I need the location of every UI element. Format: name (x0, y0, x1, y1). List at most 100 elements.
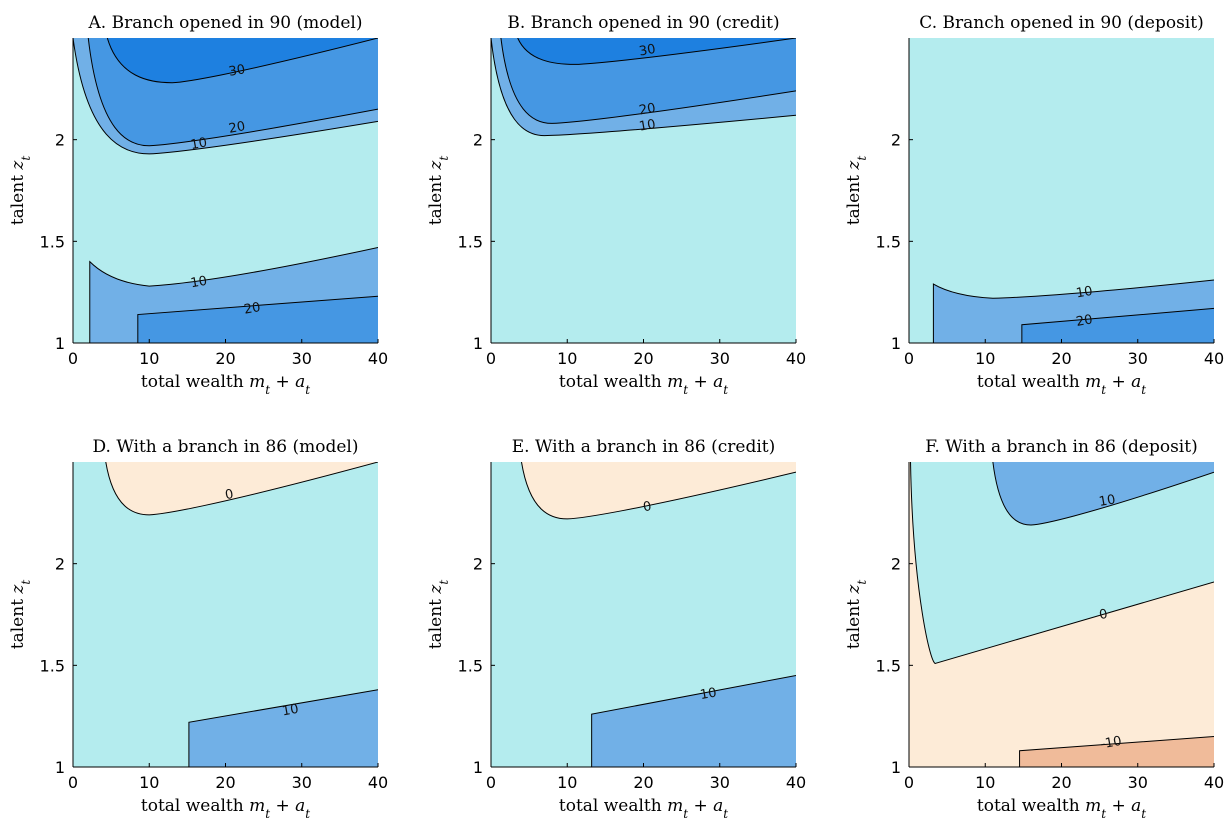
x-tick-label: 30 (1128, 349, 1148, 368)
x-tick-label: 40 (1204, 349, 1224, 368)
y-tick-label: 1 (55, 758, 65, 777)
x-tick-label: 40 (1204, 773, 1224, 792)
y-tick-label: 1.5 (458, 656, 483, 675)
y-tick-label: 2 (473, 555, 483, 574)
x-tick-label: 0 (486, 349, 496, 368)
panel-title: A. Branch opened in 90 (model) (88, 13, 363, 33)
panel-title: B. Branch opened in 90 (credit) (507, 13, 779, 33)
contour-line (500, 38, 796, 124)
y-axis-label: talent zt (8, 580, 33, 650)
y-tick-label: 1 (891, 334, 901, 353)
y-axis-label: talent zt (426, 580, 451, 650)
x-axis-label: total wealth mt + at (141, 372, 310, 397)
y-tick-label: 1.5 (876, 656, 901, 675)
x-tick-label: 0 (904, 773, 914, 792)
x-tick-label: 10 (139, 349, 159, 368)
contour-label: 0 (642, 499, 653, 515)
contour-line (73, 38, 378, 155)
contour-line (1021, 307, 1214, 343)
contour-line (992, 462, 1214, 526)
x-tick-label: 40 (368, 349, 388, 368)
y-tick-label: 1.5 (40, 232, 65, 251)
panel-title: F. With a branch in 86 (deposit) (925, 437, 1197, 457)
y-tick-label: 1.5 (876, 232, 901, 251)
y-axis-label: talent zt (426, 156, 451, 226)
x-tick-label: 20 (633, 773, 653, 792)
contour-line (521, 462, 796, 520)
x-tick-label: 0 (904, 349, 914, 368)
contour-line (137, 295, 378, 343)
contour-region (188, 689, 378, 767)
x-tick-label: 40 (368, 773, 388, 792)
contour-label: 30 (228, 62, 247, 80)
panel-f: 10 0 -10 0 10 20 30 40 1 1.5 2 F. With a branch in … (844, 437, 1224, 821)
contour-region (517, 38, 796, 65)
panel-title: C. Branch opened in 90 (deposit) (919, 13, 1203, 33)
contour-label: 10 (1098, 492, 1117, 510)
contour-line (1019, 736, 1214, 767)
contour-label: 0 (224, 487, 235, 503)
contour-region (105, 462, 378, 515)
x-tick-label: 20 (633, 349, 653, 368)
panel-a: 30 20 10 10 20 0 10 20 30 40 1 1.5 2 A. Branch opened… (8, 13, 388, 397)
x-axis-label: total wealth mt + at (141, 796, 310, 821)
contour-label: 10 (699, 685, 718, 703)
x-tick-label: 0 (68, 773, 78, 792)
contour-region (521, 462, 796, 519)
contour-label: 10 (189, 135, 208, 153)
y-tick-label: 2 (891, 131, 901, 150)
contour-label: 20 (638, 101, 657, 119)
contour-label: 20 (228, 119, 247, 137)
x-tick-label: 40 (786, 773, 806, 792)
y-axis-label: talent zt (8, 156, 33, 226)
y-tick-label: 1 (473, 758, 483, 777)
x-tick-label: 30 (1128, 773, 1148, 792)
contour-region (591, 675, 796, 767)
y-tick-label: 1 (473, 334, 483, 353)
contour-region (1019, 736, 1214, 767)
x-tick-label: 30 (710, 349, 730, 368)
panel-d: 0 10 0 10 20 30 40 1 1.5 2 D. With a branch in 86 … (8, 437, 388, 821)
contour-line (89, 246, 378, 343)
contour-label: 20 (243, 300, 262, 318)
contour-line (591, 675, 796, 767)
contour-label: 30 (638, 42, 657, 60)
contour-region (107, 38, 378, 83)
x-tick-label: 10 (975, 349, 995, 368)
contour-line (491, 38, 796, 137)
contour-region (910, 462, 1214, 664)
x-tick-label: 10 (975, 773, 995, 792)
y-tick-label: 1 (891, 758, 901, 777)
x-axis-label: total wealth mt + at (977, 796, 1146, 821)
contour-line (932, 279, 1214, 343)
y-axis-label: talent zt (844, 156, 869, 226)
contour-label: 10 (638, 117, 657, 135)
y-tick-label: 2 (473, 131, 483, 150)
x-tick-label: 30 (710, 773, 730, 792)
contour-region (992, 462, 1214, 526)
y-axis-label: talent zt (844, 580, 869, 650)
x-tick-label: 0 (68, 349, 78, 368)
panel-title: E. With a branch in 86 (credit) (512, 437, 775, 457)
contour-line (910, 462, 1214, 664)
y-tick-label: 2 (891, 555, 901, 574)
contour-label: 0 (1098, 607, 1109, 623)
y-tick-label: 2 (55, 131, 65, 150)
contour-line (188, 689, 378, 767)
x-tick-label: 30 (292, 349, 312, 368)
x-tick-label: 0 (486, 773, 496, 792)
x-tick-label: 10 (557, 773, 577, 792)
contour-label: -10 (1099, 734, 1123, 752)
y-tick-label: 1.5 (458, 232, 483, 251)
y-tick-label: 1 (55, 334, 65, 353)
contour-label: 10 (189, 274, 208, 292)
x-tick-label: 20 (1051, 773, 1071, 792)
contour-line (106, 38, 378, 84)
contour-region (1021, 308, 1214, 343)
x-tick-label: 20 (1051, 349, 1071, 368)
contour-label: 10 (281, 702, 300, 720)
y-tick-label: 2 (55, 555, 65, 574)
panel-title: D. With a branch in 86 (model) (93, 437, 359, 457)
contour-label: 10 (1075, 284, 1094, 302)
x-tick-label: 30 (292, 773, 312, 792)
